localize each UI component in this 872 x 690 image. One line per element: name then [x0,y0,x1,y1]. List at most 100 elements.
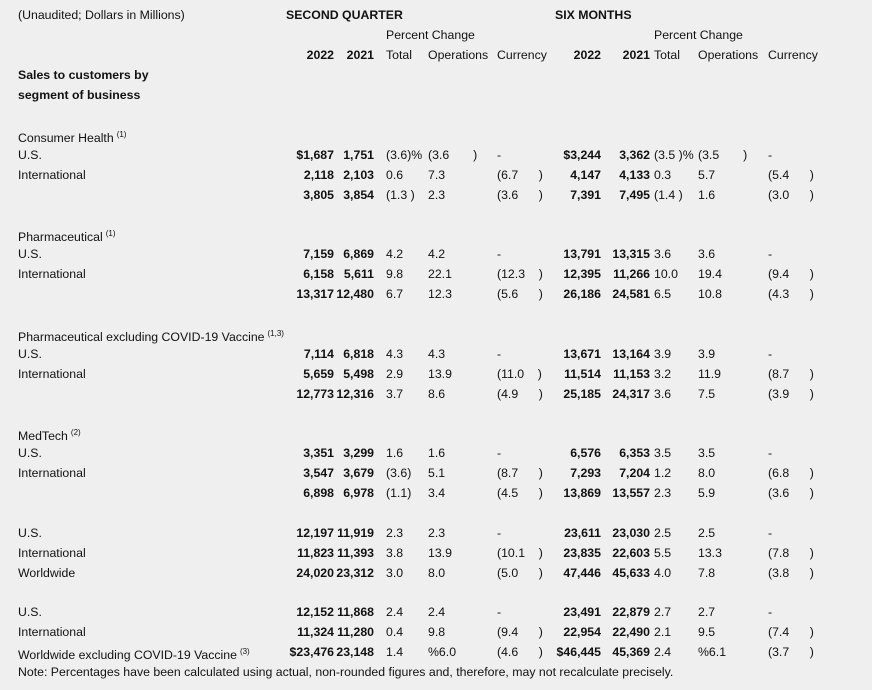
q-2022-cell: 7,159 [303,247,334,261]
segment-heading-row: Consumer Health (1) [0,125,872,145]
s-currency-change-cell: - [768,347,773,361]
q-2021-cell: 3,679 [343,466,374,480]
row-label: Pharmaceutical (1) [18,224,116,247]
second-quarter-heading: SECOND QUARTER [286,8,403,22]
q-total-heading: Total [386,48,412,62]
s-currency-change-cell: (4.3 ) [768,287,814,301]
table-row: 13,317 12,480 6.7 12.3 (5.6 ) 26,186 24,581 6.5… [0,284,872,304]
footnote-ref: (2) [70,428,81,437]
s-2021-cell: 7,495 [619,188,650,202]
footnote-ref: (3) [239,647,250,656]
q-operations-change-cell: 13.9 [428,546,452,560]
row-label: Consumer Health (1) [18,125,126,148]
q-currency-change-cell: - [497,526,502,540]
q-2022-cell: 6,898 [303,486,334,500]
s-2022-cell: 26,186 [563,287,601,301]
q-2022-cell: $1,687 [296,148,334,162]
s-currency-change-cell: - [768,247,773,261]
row-label-text: U.S. [18,526,42,540]
footnote-ref: (1) [105,229,116,238]
q-total-change-cell: 6.7 [386,287,404,301]
row-label-text: MedTech [18,429,68,443]
q-total-change-cell: (1.3 ) [386,188,415,202]
s-operations-change-cell: 2.5 [698,526,716,540]
q-operations-change-cell: 2.3 [428,188,446,202]
q-2021-cell: 23,312 [336,566,374,580]
s-operations-change-cell: 5.9 [698,486,716,500]
s-operations-change-cell: 5.7 [698,168,716,182]
q-operations-change-cell: 9.8 [428,625,446,639]
row-label-text: Pharmaceutical [18,230,103,244]
table-row: U.S. 12,152 11,868 2.4 2.4 - 23,491 22,879 2.7 2.… [0,602,872,622]
s-total-change-cell: 3.9 [654,347,672,361]
unit-note: (Unaudited; Dollars in Millions) [18,8,185,22]
q-2021-cell: 3,854 [343,188,374,202]
q-2022-cell: 12,152 [296,605,334,619]
q-2021-cell: 12,480 [336,287,374,301]
s-currency-change-cell: (9.4 ) [768,267,814,281]
s-2021-cell: 11,266 [613,267,650,281]
q-total-change-cell: 0.4 [386,625,404,639]
s-2021-cell: 45,369 [612,645,650,659]
segment-heading-row: Pharmaceutical excluding COVID-19 Vaccin… [0,324,872,344]
s-2022-cell: 25,185 [563,387,601,401]
q-operations-change-cell: 2.3 [428,526,446,540]
header-row-1: (Unaudited; Dollars in Millions) SECOND … [0,5,872,25]
q-total-change-cell: 0.6 [386,168,404,182]
q-total-change-cell: 1.6 [386,446,404,460]
q-operations-change-cell: (3.6 ) [428,148,478,162]
s-currency-change-cell: (3.6 ) [768,486,814,500]
s-currency-change-cell: (3.0 ) [768,188,814,202]
s-currency-change-cell: - [768,148,773,162]
s-2022-cell: 7,293 [570,466,601,480]
s-2022-cell: 4,147 [570,168,601,182]
s-total-change-cell: (1.4 ) [654,188,683,202]
s-operations-change-cell: 3.9 [698,347,716,361]
q-2021-cell: 11,393 [337,546,374,560]
row-label: Pharmaceutical excluding COVID-19 Vaccin… [18,324,284,347]
row-label-text: U.S. [18,148,42,162]
section-title: segment of business [18,88,141,102]
row-label: U.S. [18,344,42,364]
s-percent-change-heading: Percent Change [654,28,743,42]
table-row: 6,898 6,978 (1.1) 3.4 (4.5 ) 13,869 13,557 2.3 5… [0,483,872,503]
q-operations-change-cell: 7.3 [428,168,446,182]
q-total-change-cell: 2.9 [386,367,404,381]
row-label-text: Pharmaceutical excluding COVID-19 Vaccin… [18,330,265,344]
q-total-change-cell: 1.4 [386,645,404,659]
s-2022-cell: 13,869 [563,486,601,500]
s-total-change-cell: 6.5 [654,287,672,301]
s-operations-change-cell: 3.6 [698,247,716,261]
row-label: MedTech (2) [18,423,81,446]
q-2021-cell: 6,818 [343,347,374,361]
row-label: International [18,463,86,483]
q-total-change-cell: (1.1) [386,486,412,500]
s-operations-change-cell: 1.6 [698,188,716,202]
s-currency-change-cell: - [768,446,773,460]
s-2022-heading: 2022 [573,48,601,62]
q-2022-cell: 3,805 [303,188,334,202]
q-2022-cell: 13,317 [296,287,334,301]
q-currency-change-cell: (5.6 ) [497,287,543,301]
q-total-change-cell: 4.2 [386,247,404,261]
q-total-change-cell: 4.3 [386,347,404,361]
row-label: International [18,264,86,284]
s-currency-change-cell: - [768,526,773,540]
header-row-2: Percent Change Percent Change [0,25,872,45]
table-row: International 6,158 5,611 9.8 22.1 (12.3 ) 12,… [0,264,872,284]
footnote-ref: (1) [116,130,127,139]
row-label-text: International [18,367,86,381]
s-operations-change-cell: 8.0 [698,466,716,480]
table-row: U.S. $1,687 1,751 (3.6)% (3.6 ) - $3,244 3,362 (… [0,145,872,165]
row-label-text: Consumer Health [18,131,114,145]
q-2022-cell: 11,823 [297,546,334,560]
q-2022-cell: 24,020 [296,566,334,580]
s-total-change-cell: 5.5 [654,546,672,560]
s-total-change-cell: 4.0 [654,566,672,580]
q-2022-cell: 2,118 [303,168,334,182]
s-2021-cell: 45,633 [612,566,650,580]
q-2022-cell: 6,158 [303,267,334,281]
q-2022-cell: 12,197 [296,526,334,540]
table-row: International 11,324 11,280 0.4 9.8 (9.4 ) 22,… [0,622,872,642]
table-row: U.S. 12,197 11,919 2.3 2.3 - 23,611 23,030 2.5 2.… [0,523,872,543]
